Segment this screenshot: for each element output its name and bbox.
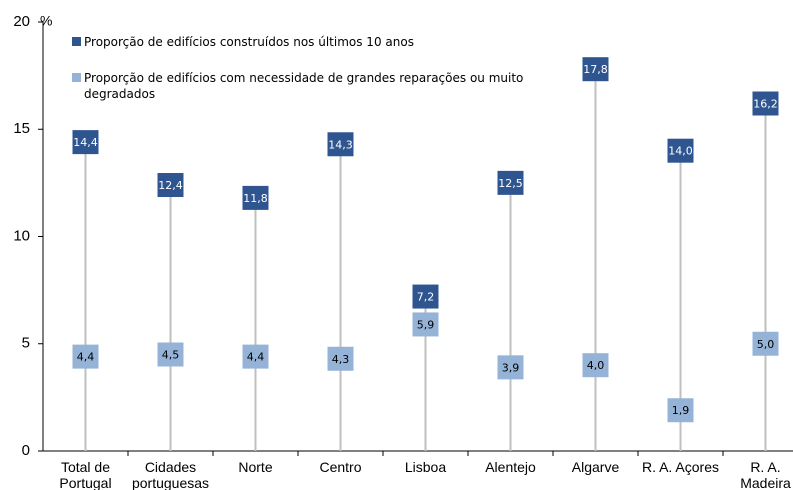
value-label: 17,8	[583, 63, 608, 76]
marker	[752, 91, 779, 116]
marker	[412, 284, 439, 309]
marker	[327, 346, 354, 371]
y-tick-label: 20	[13, 13, 30, 30]
value-label: 5,0	[757, 338, 775, 351]
value-label: 4,5	[162, 348, 180, 361]
value-label: 12,5	[498, 177, 523, 190]
x-tick-label: Algarve	[571, 459, 620, 475]
value-label: 14,0	[668, 145, 693, 158]
marker	[497, 170, 524, 195]
marker	[157, 342, 184, 367]
marker	[157, 173, 184, 198]
x-tick-label: Centro	[319, 459, 362, 475]
x-tick-label: R. A. Açores	[641, 459, 720, 475]
legend-item: Proporção de edifícios com necessidade d…	[72, 70, 534, 102]
x-tick-label: Total de Portugal	[59, 459, 112, 490]
legend-label: Proporção de edifícios com necessidade d…	[84, 71, 524, 101]
y-unit: %	[40, 13, 52, 29]
value-label: 16,2	[753, 98, 778, 111]
value-label: 4,4	[77, 351, 95, 364]
value-label: 3,9	[502, 361, 520, 374]
marker	[667, 138, 694, 163]
value-label: 4,3	[332, 353, 350, 366]
marker	[242, 344, 269, 369]
legend-swatch	[72, 37, 81, 46]
legend-label: Proporção de edifícios construídos nos ú…	[84, 35, 414, 49]
marker	[667, 398, 694, 423]
marker	[72, 130, 99, 155]
marker	[412, 312, 439, 337]
value-label: 4,0	[587, 359, 605, 372]
y-tick-label: 0	[22, 442, 30, 459]
value-label: 14,4	[73, 136, 98, 149]
x-tick-label: Norte	[238, 459, 273, 475]
marker	[752, 331, 779, 356]
marker	[497, 355, 524, 380]
y-tick-label: 10	[13, 227, 30, 244]
marker	[582, 57, 609, 82]
x-tick-label: R. A. Madeira	[740, 459, 791, 490]
y-tick-label: 15	[13, 120, 30, 137]
x-tick-label: Lisboa	[404, 459, 447, 475]
y-tick-label: 5	[22, 335, 30, 352]
marker	[72, 344, 99, 369]
value-label: 1,9	[672, 404, 690, 417]
value-label: 5,9	[417, 318, 435, 331]
value-label: 4,4	[247, 351, 265, 364]
x-tick-label: Alentejo	[485, 459, 536, 475]
legend-swatch	[72, 73, 81, 82]
value-label: 12,4	[158, 179, 183, 192]
marker	[582, 353, 609, 378]
value-label: 7,2	[417, 291, 435, 304]
marker	[242, 185, 269, 210]
x-tick-label: Cidades portuguesas	[131, 459, 210, 490]
value-label: 14,3	[328, 138, 353, 151]
legend-item: Proporção de edifícios construídos nos ú…	[72, 34, 524, 50]
marker	[327, 132, 354, 157]
value-label: 11,8	[243, 192, 268, 205]
